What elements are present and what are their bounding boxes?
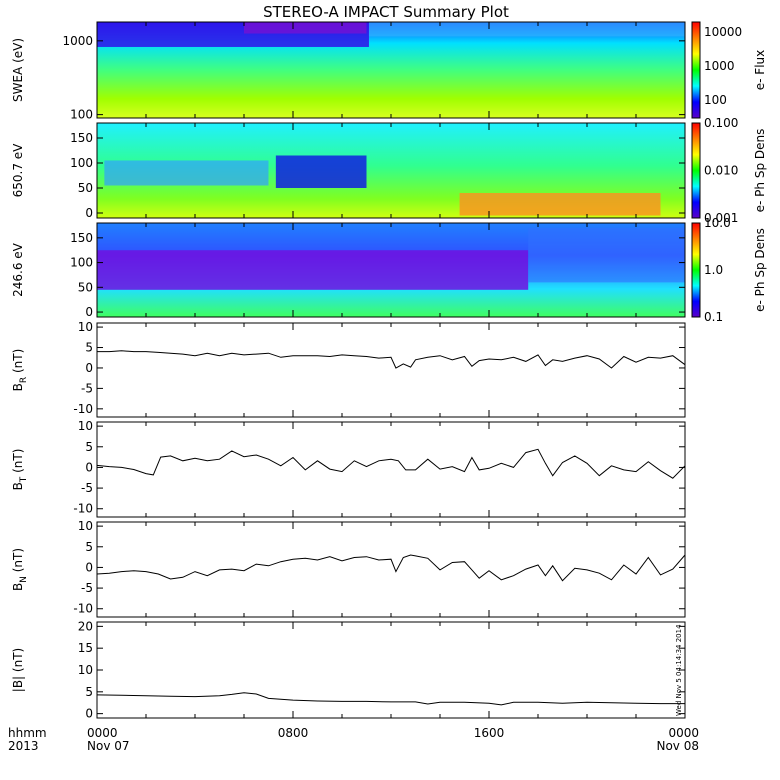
swea-colorbar-label: e- Flux [753,50,767,90]
bt-ylabel: BT (nT) [11,449,29,491]
pad650-ytick-label: 0 [85,206,93,220]
pad246-ytick-label: 50 [78,280,93,294]
time-axis-format-label: hhmm [8,726,47,740]
pad650-ytick-label: 100 [70,156,93,170]
br-panel: 10 5 0 -5 -10 BR (nT) [11,320,686,418]
swea-panel: 1000 100 SWEA (eV) 10000 1000 100 e- Flux [11,21,767,122]
bt-ytick-label: 10 [78,419,93,433]
bt-frame [96,421,686,518]
pad246-ytick-label: 150 [70,231,93,245]
bt-ytick-label: -5 [81,481,93,495]
bmag-ytick-label: 10 [78,663,93,677]
time-axis-year-label: 2013 [8,739,39,753]
br-ytick-label: -10 [73,402,93,416]
bt-panel: 10 5 0 -5 -10 BT (nT) [11,419,686,518]
pad246-colorbar-label: e- Ph Sp Dens [753,228,767,312]
bt-ytick-label: -10 [73,502,93,516]
pad246-colorbar-tick-label: 1.0 [704,263,723,277]
bn-ytick-label: 10 [78,519,93,533]
bn-panel: 10 5 0 -5 -10 BN (nT) [11,519,686,618]
bn-ylabel: BN (nT) [11,548,29,591]
bt-ytick-label: 5 [85,440,93,454]
pad650-colorbar-tick-label: 0.100 [704,116,738,130]
pad246-upper-band [528,227,685,283]
br-ylabel: BR (nT) [11,349,29,392]
swea-ytick-label: 100 [70,108,93,122]
pad246-dropout-band [97,250,529,290]
br-ytick-label: 10 [78,320,93,334]
br-ytick-label: 0 [85,361,93,375]
time-tick-label: 1600 [474,726,505,740]
bn-frame [96,521,686,618]
bmag-ytick-label: 15 [78,641,93,655]
pad650-low-density-band [104,160,269,186]
time-tick-date: Nov 07 [87,739,130,753]
pad650-colorbar-tick-label: 0.010 [704,164,738,178]
bt-ytick-label: 0 [85,460,93,474]
bmag-ytick-label: 5 [85,685,93,699]
bn-ytick-label: 5 [85,540,93,554]
time-tick-date: Nov 08 [656,739,699,753]
swea-colorbar [691,21,701,119]
pad246-colorbar-tick-label: 10.0 [704,216,731,230]
timestamp-stamp: Wed Nov 5 04:14:34 2014 [675,624,683,716]
bn-ytick-label: -10 [73,602,93,616]
time-tick-label: 0000 [87,726,118,740]
pad650-colorbar-tick-label: 0.001 [704,211,738,225]
pad246-colorbar [691,222,701,318]
pad246-colorbar-tick-label: 0.1 [704,310,723,324]
bmag-panel: 20 15 10 5 0 |B| (nT) [11,619,686,721]
bmag-series-line [96,692,685,706]
pad650-colorbar-label: e- Ph Sp Dens [753,129,767,213]
pad650-ytick-label: 150 [70,131,93,145]
bmag-ytick-label: 0 [85,707,93,721]
br-ytick-label: -5 [81,381,93,395]
pad650-ytick-label: 50 [78,181,93,195]
bmag-ytick-label: 20 [78,619,93,633]
bn-ytick-label: -5 [81,581,93,595]
swea-colorbar-tick-label: 100 [704,93,727,107]
br-ytick-label: 5 [85,341,93,355]
bmag-frame [96,621,686,719]
br-frame [96,322,686,418]
pad246-spectrogram [97,223,685,317]
pad650-spectrogram [97,123,685,218]
pad246-panel: 150 100 50 0 246.6 eV 10.0 1.0 0.1 e- Ph Sp Dens [11,216,767,324]
swea-spectrogram [97,22,685,118]
swea-colorbar-tick-label: 10000 [704,25,742,39]
pad246-ytick-label: 0 [85,305,93,319]
swea-depletion-core [244,22,367,34]
br-series-line [97,350,686,369]
swea-high-energy-band [368,22,685,37]
pad650-enhancement [459,193,661,216]
figure-title: STEREO-A IMPACT Summary Plot [263,3,509,21]
pad246-ytick-label: 100 [70,256,93,270]
bmag-ylabel: |B| (nT) [11,648,25,692]
bn-series-line [96,554,686,582]
swea-ytick-label: 1000 [62,34,93,48]
swea-ylabel: SWEA (eV) [11,38,25,102]
pad246-ylabel: 246.6 eV [11,242,25,297]
time-tick-label: 0000 [668,726,699,740]
pad650-dropout [275,155,367,188]
bn-ytick-label: 0 [85,560,93,574]
pad650-ylabel: 650.7 eV [11,143,25,198]
swea-colorbar-tick-label: 1000 [704,59,735,73]
pad650-colorbar [691,122,701,219]
bt-series-line [96,448,686,479]
pad650-panel: 150 100 50 0 650.7 eV 0.100 0.010 0.001 e- Ph Sp… [11,116,767,225]
time-tick-label: 0800 [278,726,309,740]
